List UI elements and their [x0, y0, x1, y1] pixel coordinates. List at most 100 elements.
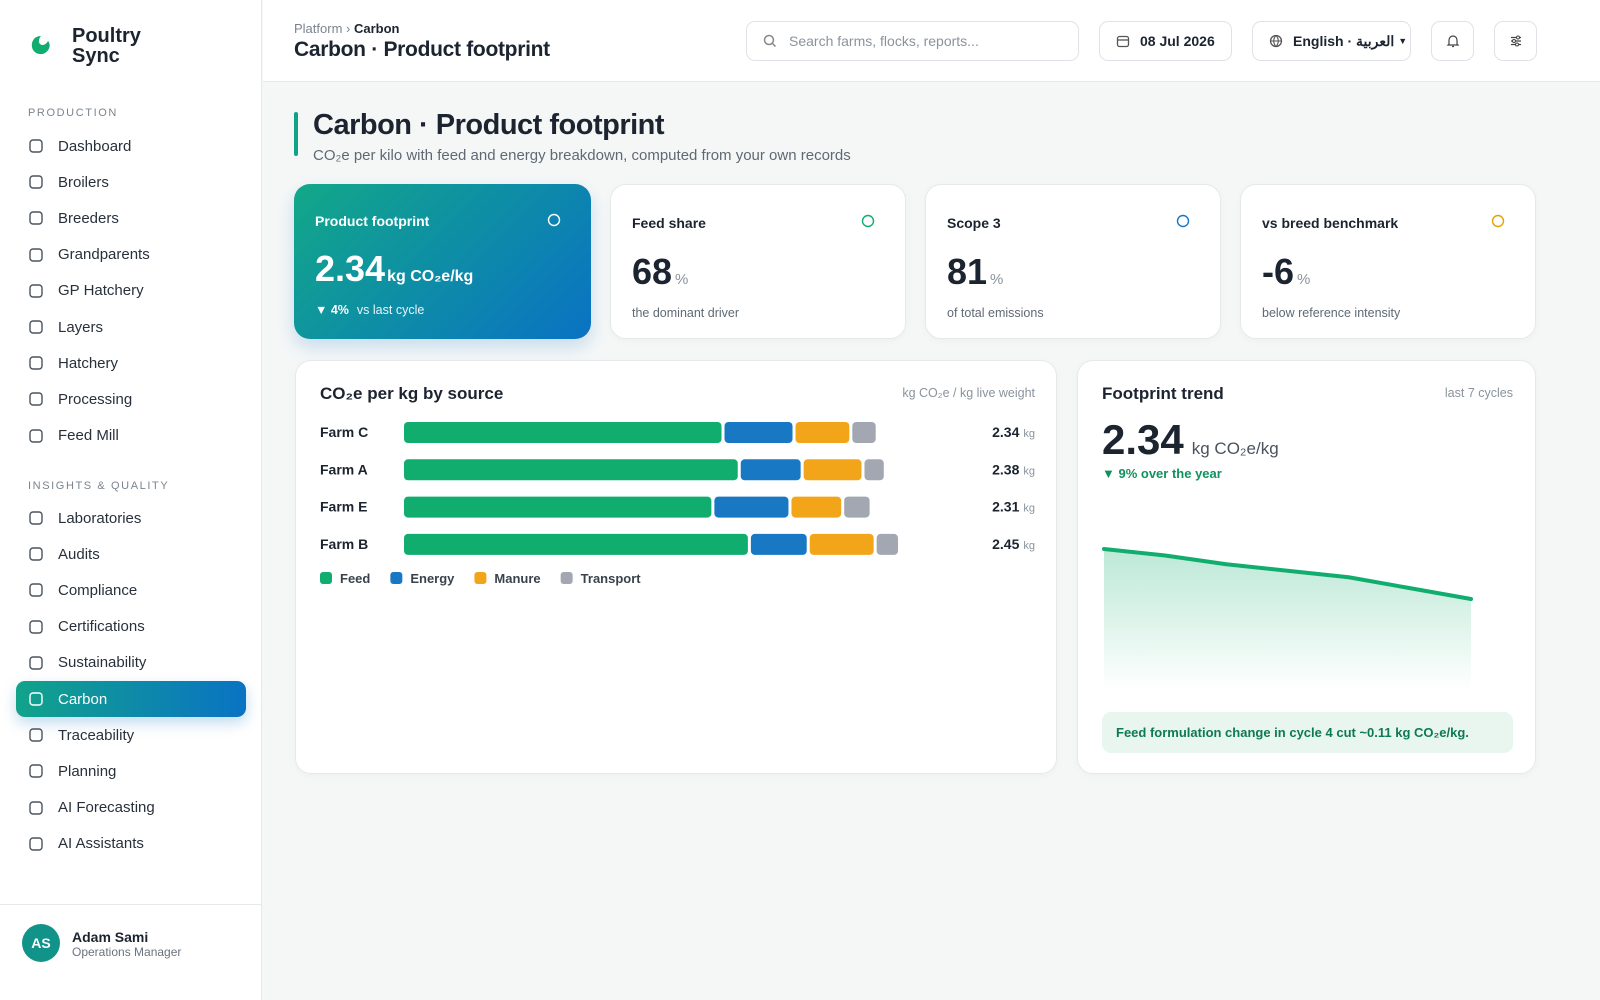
legend-label: Feed — [340, 571, 370, 586]
icon-shape — [29, 728, 43, 742]
nav-item[interactable]: Carbon — [16, 681, 246, 717]
date-picker[interactable]: 08 Jul 2026 — [1099, 21, 1232, 61]
nav-item[interactable]: Grandparents — [16, 237, 246, 273]
kpi-number: 68 — [632, 251, 673, 292]
icon-shape — [29, 247, 43, 262]
search-placeholder: Search farms, flocks, reports... — [789, 33, 979, 49]
nav-item[interactable]: Laboratories — [16, 500, 246, 536]
logo — [31, 36, 50, 55]
breadcrumb: Platform › Carbon — [294, 21, 400, 36]
unit-label: kg CO₂e / kg live weight — [902, 386, 1035, 400]
header: Platform › Carbon Carbon · Product footp… — [263, 0, 1600, 82]
legend-swatch — [560, 572, 573, 584]
legend-swatch — [390, 572, 403, 584]
icon-shape — [29, 692, 43, 706]
bar-segment — [740, 459, 801, 481]
nav-item[interactable]: AI Assistants — [16, 826, 246, 862]
total-value: 2.31 — [992, 499, 1019, 515]
bar-segment — [809, 533, 874, 555]
chart-title: CO₂e per kg by source — [320, 384, 503, 403]
nav-item[interactable]: Broilers — [16, 164, 246, 200]
nav-item[interactable]: Sustainability — [16, 645, 246, 681]
divider — [0, 904, 262, 905]
total-value: 2.34 — [992, 424, 1019, 440]
nav-label: Planning — [58, 762, 117, 780]
icon-shape — [29, 284, 43, 298]
headline-value: 2.34 — [1102, 416, 1184, 463]
kpi-card: Product footprint 2.34 kg CO₂e/kg ▼ 4% vs la… — [294, 184, 591, 339]
kpi-icon — [1167, 205, 1199, 237]
kpi-unit: % — [1297, 271, 1311, 288]
nav-item[interactable]: Traceability — [16, 717, 246, 753]
notifications[interactable] — [1431, 21, 1474, 61]
icon — [1176, 214, 1190, 228]
crumb[interactable]: Platform — [294, 21, 343, 36]
kpi-note: of total emissions — [947, 306, 1044, 320]
nav-item[interactable]: Breeders — [16, 200, 246, 236]
nav-item[interactable]: Certifications — [16, 609, 246, 645]
nav-item[interactable]: Layers — [16, 309, 246, 345]
settings[interactable] — [1494, 21, 1537, 61]
bar-segment — [724, 422, 793, 443]
language[interactable]: English · العربية ▼ — [1252, 21, 1411, 61]
legend-label: Energy — [410, 571, 455, 586]
search[interactable]: Search farms, flocks, reports... — [746, 21, 1079, 61]
headline-unit: kg CO₂e/kg — [1192, 439, 1279, 458]
icon-shape — [29, 211, 43, 226]
brand-line: Sync — [72, 45, 120, 67]
bar-segment — [876, 533, 898, 555]
icon-shape — [29, 837, 43, 851]
nav-label: AI Forecasting — [58, 799, 155, 817]
total-label: 2.31 kg — [992, 499, 1035, 515]
kpi-label: Product footprint — [315, 213, 430, 229]
category-label: Farm E — [320, 499, 367, 515]
period: last 7 cycles — [1445, 386, 1513, 400]
total-value: 2.38 — [992, 461, 1019, 477]
nav-item[interactable]: Hatchery — [16, 345, 246, 381]
icon-shape — [29, 656, 43, 670]
nav-item[interactable]: GP Hatchery — [16, 273, 246, 309]
icon — [547, 213, 561, 227]
legend-label: Manure — [494, 571, 540, 586]
icon — [1491, 214, 1505, 228]
nav-label: Laboratories — [58, 509, 142, 527]
icon-shape — [29, 583, 43, 598]
delta: ▼ 9% over the year — [1102, 466, 1222, 481]
kpi-number: -6 — [1262, 251, 1295, 292]
kpi-label: vs breed benchmark — [1262, 215, 1399, 231]
kpi-delta: ▼ 4% — [315, 303, 349, 317]
nav-item[interactable]: Dashboard — [16, 128, 246, 164]
crumb: Carbon — [353, 21, 400, 36]
trend-card: Footprint trend last 7 cycles 2.34 kg CO₂e/… — [1077, 360, 1536, 774]
nav-label: Audits — [58, 545, 100, 563]
nav-item[interactable]: Feed Mill — [16, 418, 246, 454]
nav-icon — [29, 656, 43, 670]
bar-segment — [714, 496, 789, 518]
section-title: INSIGHTS & QUALITY — [28, 480, 170, 492]
nav-item[interactable]: Planning — [16, 753, 246, 789]
bar-segment — [844, 496, 870, 518]
nav-label: Broilers — [58, 173, 109, 191]
nav-icon — [29, 728, 43, 742]
nav-item[interactable]: AI Forecasting — [16, 790, 246, 826]
nav-item[interactable]: Processing — [16, 381, 246, 417]
nav-label: Carbon — [58, 690, 108, 708]
nav-item[interactable]: Compliance — [16, 572, 246, 608]
category-label: Farm C — [320, 424, 368, 440]
kpi-icon — [538, 204, 570, 236]
bar-segment — [404, 422, 722, 443]
category-label: Farm A — [320, 461, 368, 477]
kpi-icon — [852, 205, 884, 237]
section-title: PRODUCTION — [28, 107, 118, 119]
nav-label: Sustainability — [58, 654, 147, 672]
kpi-number: 81 — [947, 251, 988, 292]
nav-icon — [29, 583, 43, 598]
sidebar: Poultry Sync PRODUCTION Dashboard Broilers B… — [0, 0, 262, 1000]
avatar[interactable]: AS — [22, 924, 60, 962]
nav-label: Feed Mill — [58, 427, 119, 445]
nav-icon — [29, 764, 43, 779]
nav-item[interactable]: Audits — [16, 536, 246, 572]
legend-swatch — [320, 572, 332, 584]
bar-segment — [404, 459, 738, 481]
legend-swatch — [474, 572, 487, 584]
